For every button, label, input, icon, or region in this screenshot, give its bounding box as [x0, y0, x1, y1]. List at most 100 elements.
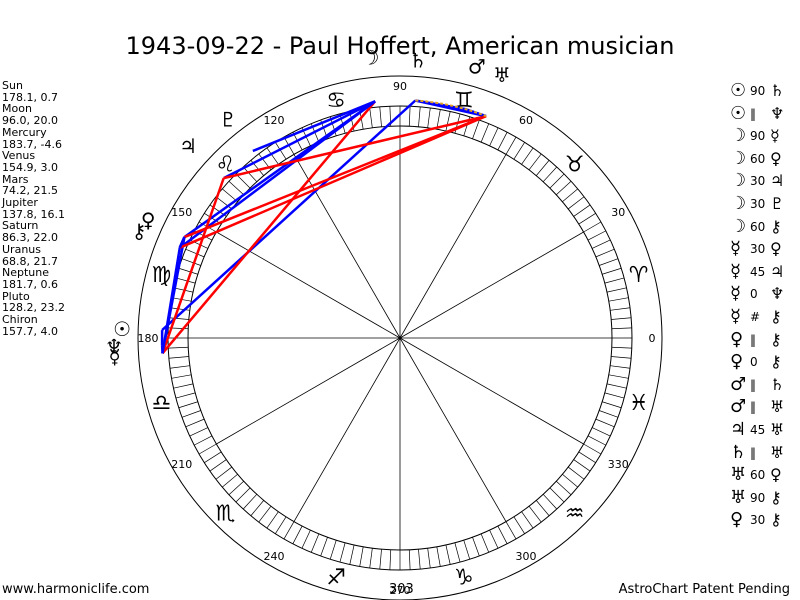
aspect-line	[178, 236, 186, 249]
zodiac-pisces-glyph: ♓	[629, 391, 649, 416]
outer-ring	[137, 75, 663, 600]
degree-tick	[266, 147, 279, 165]
planet-value-chiron: 157.7, 4.0	[2, 324, 58, 338]
planet-position-list: Sun 178.1, 0.7 Moon 96.0, 20.0 Mercury 183.7,…	[2, 80, 65, 337]
degree-tick	[235, 487, 251, 503]
degree-tick	[198, 443, 217, 455]
degree-tick	[301, 529, 311, 549]
degree-tick	[521, 511, 534, 529]
degree-tick	[275, 516, 287, 534]
degree-tick	[497, 525, 508, 544]
degree-label: 180	[138, 332, 159, 345]
degree-tick	[209, 459, 227, 472]
degree-tick	[528, 153, 542, 171]
aspect-planet-b-glyph: ♅	[770, 397, 785, 417]
planet-sun-glyph: ☉	[113, 317, 131, 341]
planet-value-venus: 154.9, 3.0	[2, 160, 58, 174]
aspect-row: ♀ ‖ ⚷	[730, 329, 784, 352]
degree-label: 330	[608, 458, 629, 471]
sign-spoke	[216, 231, 401, 339]
aspect-planet-b-glyph: ♃	[770, 171, 785, 191]
aspect-line	[179, 114, 487, 249]
aspect-row: ☉ ‖ ♆	[730, 103, 784, 126]
planet-mercury-glyph: ☿	[108, 344, 120, 368]
aspect-planet-b-glyph: ♆	[770, 103, 785, 123]
aspect-planet-b-glyph: ⚷	[770, 487, 782, 507]
planet-value-moon: 96.0, 20.0	[2, 114, 58, 128]
degree-tick	[266, 511, 279, 529]
degree-tick	[169, 307, 190, 311]
aspect-planet-a-glyph: ♀	[730, 351, 744, 373]
planet-pluto-glyph: ♇	[219, 108, 237, 132]
degree-tick	[549, 487, 565, 503]
degree-tick	[436, 109, 441, 130]
planet-neptune-glyph: ♆	[105, 334, 123, 358]
aspect-angle: 90	[750, 129, 766, 144]
planet-chiron-glyph: ⚷	[132, 219, 147, 243]
aspect-planet-b-glyph: ♄	[770, 81, 785, 100]
degree-tick	[359, 546, 364, 567]
degree-tick	[250, 500, 264, 516]
zodiac-aquarius-glyph: ♒	[565, 502, 585, 527]
degree-tick	[185, 248, 205, 258]
aspect-angle: ‖	[750, 400, 756, 415]
degree-tick	[194, 435, 213, 446]
planet-value-pluto: 128.2, 23.2	[2, 301, 65, 315]
aspect-row: ♂ ‖ ♄	[730, 374, 784, 397]
degree-tick	[562, 474, 578, 488]
planet-value-sun: 178.1, 0.7	[2, 90, 58, 104]
degree-tick	[583, 221, 602, 233]
degree-label: 150	[171, 206, 192, 219]
aspect-row: ☉ 90 ♄	[730, 80, 784, 103]
planet-name-neptune: Neptune	[2, 266, 50, 280]
aspect-angle: ‖	[750, 332, 756, 347]
degree-tick	[611, 317, 632, 320]
sign-spoke	[399, 231, 584, 339]
degree-tick	[418, 106, 421, 127]
degree-tick	[587, 230, 606, 241]
planet-name-sun: Sun	[2, 79, 23, 92]
aspect-planet-b-glyph: ⚷	[770, 306, 782, 326]
aspect-planet-a-glyph: ☽	[730, 170, 747, 192]
degree-tick	[169, 365, 190, 369]
degree-tick	[175, 392, 196, 399]
aspect-planet-b-glyph: ♄	[770, 374, 785, 394]
aspect-row: ♄ ‖ ♅	[730, 442, 784, 465]
degree-tick	[567, 196, 585, 210]
degree-label: 60	[519, 114, 533, 127]
sign-spoke	[293, 337, 401, 522]
footer-number: 303	[389, 582, 414, 597]
aspect-planet-b-glyph: ♃	[770, 261, 785, 281]
degree-tick	[497, 132, 508, 151]
aspect-planet-a-glyph: ♀	[730, 328, 744, 350]
planet-mars-glyph: ♂	[468, 55, 486, 79]
degree-tick	[489, 529, 499, 549]
aspect-planet-b-glyph: ♅	[770, 442, 785, 462]
aspect-angle: 0	[750, 355, 758, 370]
aspect-line	[223, 114, 487, 180]
aspect-line	[161, 100, 377, 355]
degree-tick	[258, 505, 272, 523]
aspect-angle: 0	[750, 287, 758, 302]
aspect-planet-a-glyph: ♀	[730, 509, 744, 531]
degree-tick	[587, 435, 606, 446]
degree-tick	[599, 410, 619, 418]
degree-tick	[583, 443, 602, 455]
aspect-row: ♀ 0 ⚷	[730, 351, 784, 374]
aspect-planet-a-glyph: ☿	[730, 283, 742, 305]
aspect-angle: 30	[750, 513, 766, 528]
aspect-angle: #	[750, 309, 761, 324]
zodiac-leo-glyph: ♌	[215, 152, 235, 177]
aspect-angle: ‖	[750, 106, 756, 121]
aspect-line	[179, 100, 376, 249]
aspect-planet-a-glyph: ♅	[730, 486, 747, 508]
zodiac-capricorn-glyph: ♑	[454, 566, 474, 591]
aspect-planet-a-glyph: ☉	[730, 80, 747, 101]
degree-tick	[604, 277, 625, 284]
aspect-row: ☿ 30 ♀	[730, 238, 784, 261]
aspect-row: ☽ 30 ♇	[730, 193, 784, 216]
degree-tick	[339, 542, 346, 563]
degree-tick	[454, 542, 461, 563]
degree-label: 300	[516, 550, 537, 563]
degree-tick	[275, 142, 287, 160]
